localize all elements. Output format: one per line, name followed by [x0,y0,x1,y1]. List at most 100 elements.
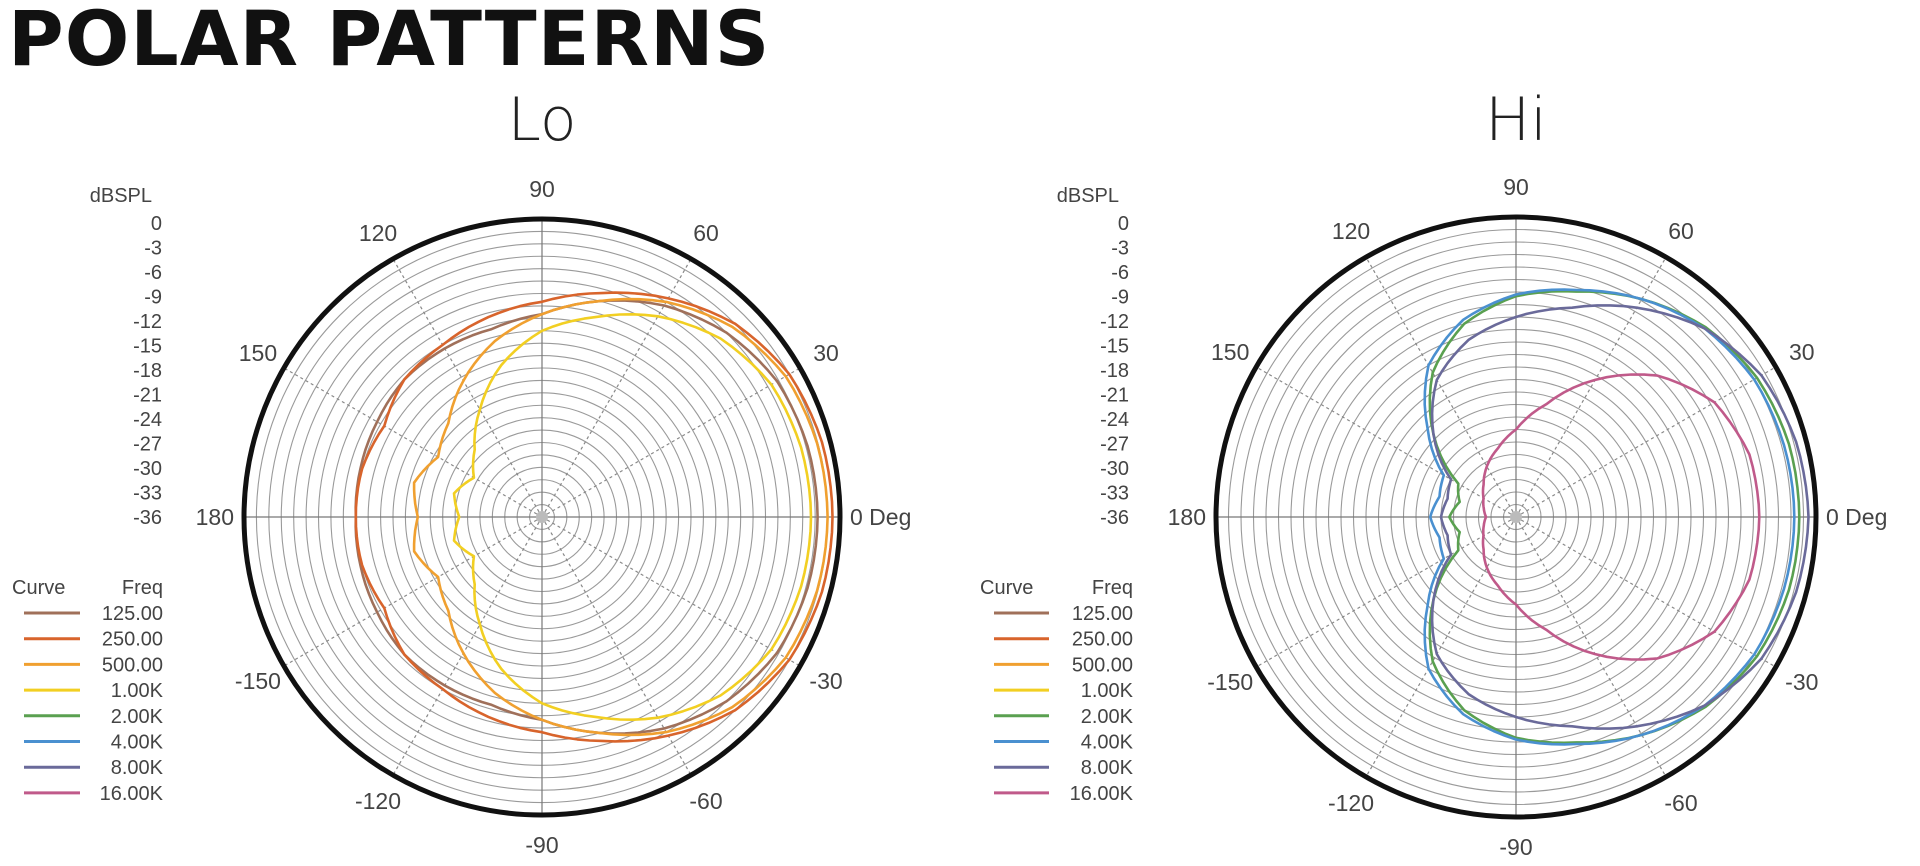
series-curve-16.00K [1481,373,1761,661]
radial-tick-label: -33 [1100,483,1129,505]
radial-tick-label: -36 [133,507,162,529]
grid-spoke [1365,516,1517,778]
radial-tick-label: -12 [133,311,162,333]
angle-tick-label: -30 [1785,669,1818,695]
angle-tick-label: 0 Deg [850,504,911,530]
angle-tick-label: 90 [1503,174,1529,200]
polar-chart-hi [994,214,1819,820]
radial-tick-label: -33 [133,483,162,505]
legend-header-freq: Freq [1092,577,1133,599]
radial-tick-label: -21 [1100,385,1129,407]
legend-freq-label: 8.00K [111,757,164,779]
legend-freq-label: 4.00K [1081,732,1134,754]
radial-tick-label: -12 [1100,311,1129,333]
radial-axis-label: dBSPL [90,185,152,207]
radial-tick-label: -24 [133,409,162,431]
legend-freq-label: 2.00K [111,706,164,728]
page-title: POLAR PATTERNS [8,0,771,83]
radial-tick-label: -18 [133,360,162,382]
radial-tick-label: -15 [1100,336,1129,358]
angle-tick-label: -30 [809,668,842,694]
radial-tick-label: -9 [1111,287,1129,309]
legend-header-freq: Freq [122,577,163,599]
grid-spoke [283,367,543,518]
grid-spoke [1515,256,1667,518]
legend-freq-label: 250.00 [1072,629,1133,651]
angle-tick-label: -150 [1207,669,1253,695]
angle-tick-label: 150 [239,340,277,366]
outer-ring [1213,214,1819,820]
series-curve-8.00K [1430,304,1810,730]
legend-freq-label: 16.00K [100,783,164,805]
radial-tick-label: -27 [1100,434,1129,456]
radial-tick-label: -36 [1100,507,1129,529]
outer-ring [241,216,843,818]
angle-tick-label: -60 [1664,790,1697,816]
grid-spoke [1365,256,1517,518]
angle-tick-label: -120 [355,788,401,814]
radial-tick-label: -15 [133,336,162,358]
angle-tick-label: -90 [1499,834,1532,860]
angle-tick-label: -90 [525,832,558,858]
angle-tick-label: 30 [813,340,839,366]
grid-spoke [1255,366,1517,518]
radial-tick-label: -6 [144,262,162,284]
angle-tick-label: 0 Deg [1826,504,1887,530]
angle-tick-label: -60 [689,788,722,814]
series-curve-1.00K [452,312,813,722]
center-mark [536,511,548,523]
grid-spoke [1515,516,1777,668]
grid-spoke [1515,516,1667,778]
radial-tick-label: -30 [1100,458,1129,480]
grid-spoke [392,258,543,518]
radial-tick-label: -27 [133,434,162,456]
angle-tick-label: 120 [1332,218,1370,244]
legend-freq-label: 16.00K [1070,783,1134,805]
radial-tick-label: -3 [1111,238,1129,260]
grid-spoke [541,516,801,667]
angle-tick-label: 120 [359,220,397,246]
radial-tick-label: -9 [144,287,162,309]
legend-freq-label: 4.00K [111,732,164,754]
angle-tick-label: 60 [1668,218,1694,244]
legend-freq-label: 1.00K [1081,680,1134,702]
legend-freq-label: 500.00 [1072,654,1133,676]
angle-tick-label: 150 [1211,339,1249,365]
angle-tick-label: 180 [1168,504,1206,530]
series-curve-250.00 [354,291,834,743]
radial-axis-label: dBSPL [1057,185,1119,207]
chart-title: Hi [1485,85,1547,155]
grid-spoke [283,516,543,667]
legend-header-curve: Curve [12,577,65,599]
series-curve-500.00 [412,297,829,737]
radial-tick-label: -24 [1100,409,1129,431]
chart-title: Lo [507,85,576,155]
radial-tick-label: -21 [133,385,162,407]
grid-spoke [1515,366,1777,518]
angle-tick-label: 60 [693,220,719,246]
legend-freq-label: 125.00 [1072,603,1133,625]
grid-spoke [541,367,801,518]
radial-tick-label: -3 [144,238,162,260]
center-mark [1510,511,1522,523]
legend-freq-label: 1.00K [111,680,164,702]
radial-tick-label: -6 [1111,262,1129,284]
legend-freq-label: 250.00 [102,629,163,651]
legend-freq-label: 2.00K [1081,706,1134,728]
radial-tick-label: -30 [133,458,162,480]
legend-freq-label: 500.00 [102,654,163,676]
angle-tick-label: 90 [529,176,555,202]
radial-tick-label: -18 [1100,360,1129,382]
angle-tick-label: -120 [1328,790,1374,816]
legend-freq-label: 125.00 [102,603,163,625]
legend-header-curve: Curve [980,577,1033,599]
angle-tick-label: 30 [1789,339,1815,365]
angle-tick-label: -150 [235,668,281,694]
grid-spoke [1255,516,1517,668]
polar-chart-lo [24,216,843,818]
angle-tick-label: 180 [196,504,234,530]
legend-freq-label: 8.00K [1081,757,1134,779]
series-curve-4.00K [1423,288,1796,746]
grid-spoke [392,516,543,776]
